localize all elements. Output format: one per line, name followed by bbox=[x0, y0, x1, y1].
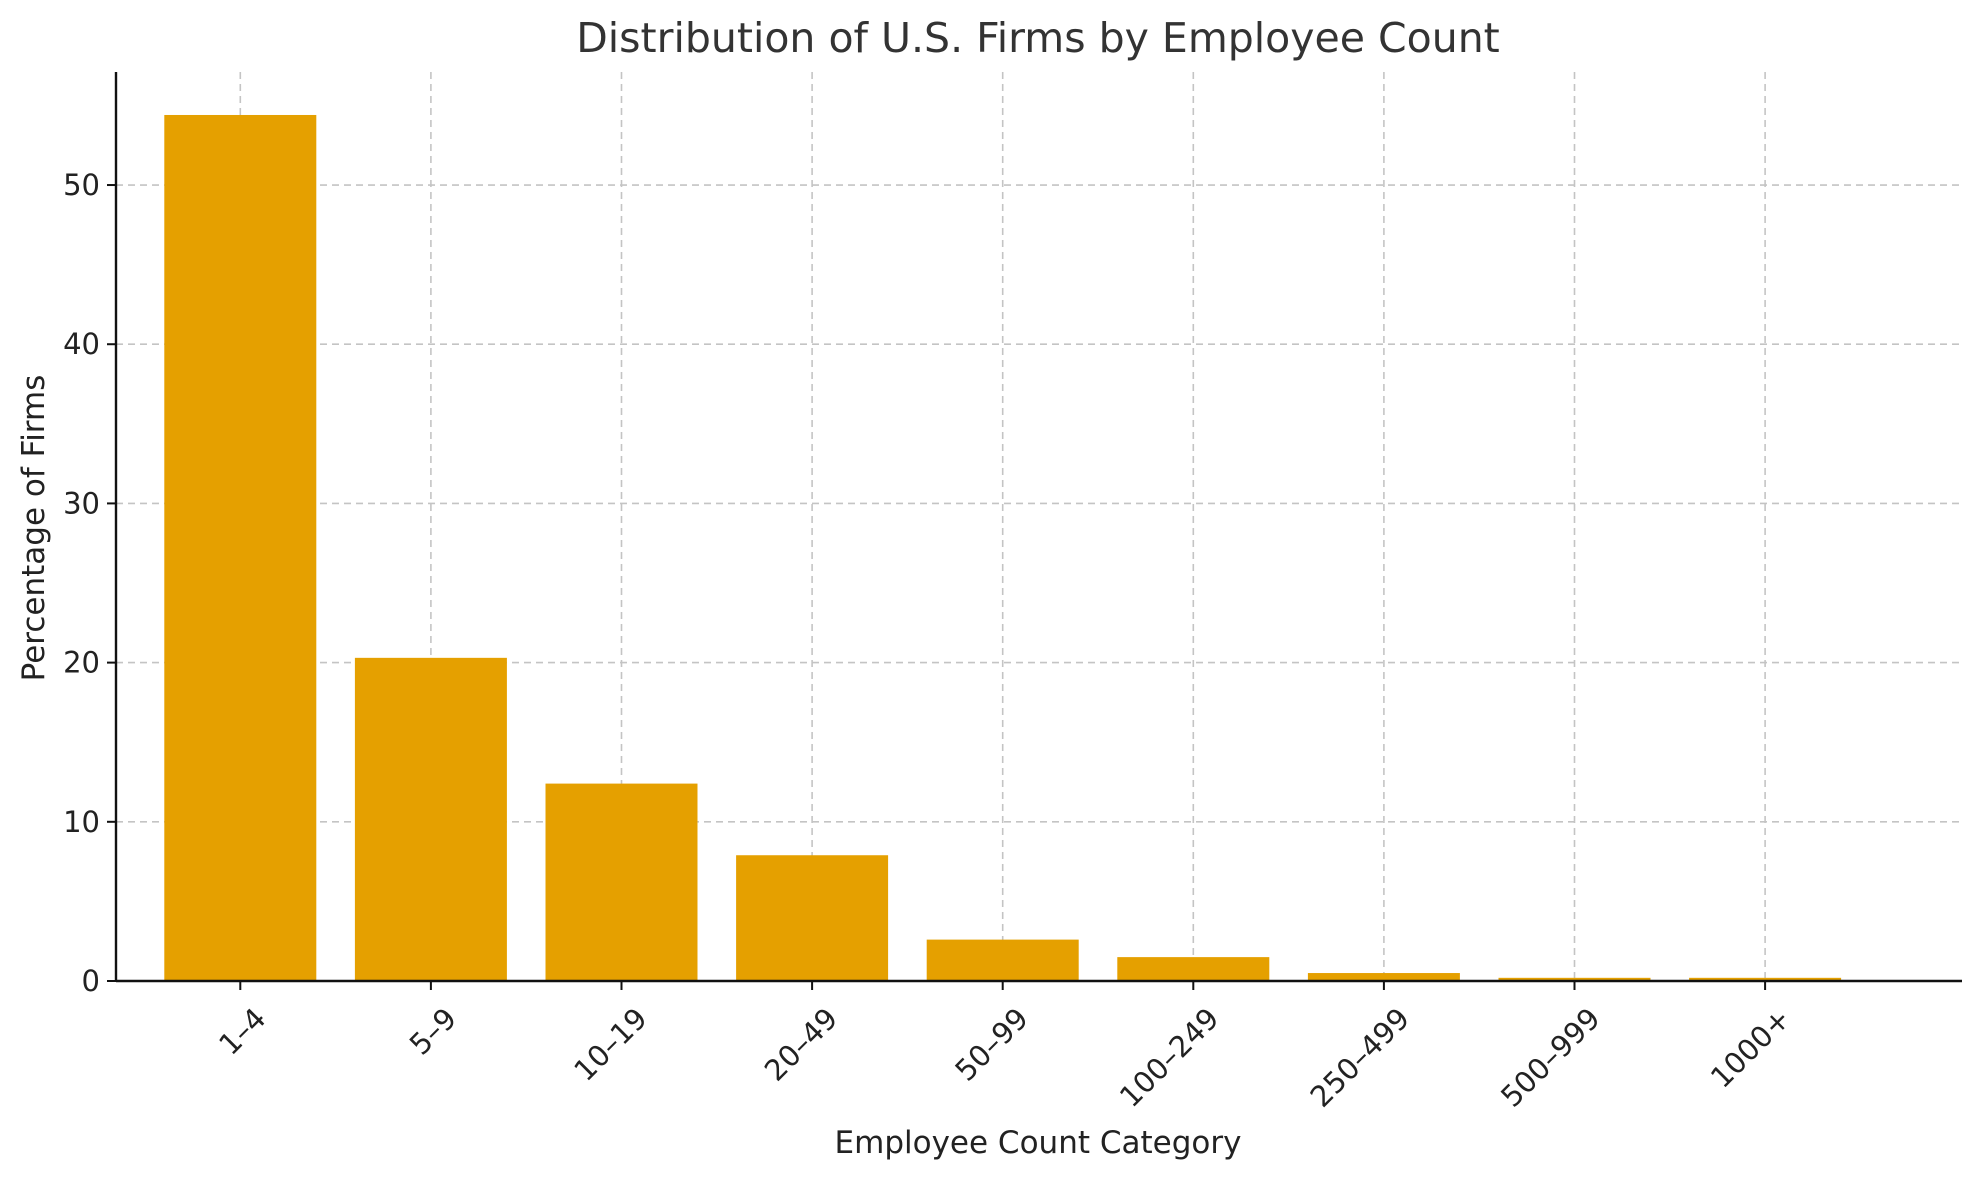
bar-5 bbox=[926, 939, 1079, 981]
bar-6 bbox=[1117, 957, 1270, 981]
x-tick-label: 50–99 bbox=[948, 1001, 1034, 1087]
x-tick-label: 1000+ bbox=[1704, 1001, 1797, 1094]
y-tick-label: 20 bbox=[63, 646, 100, 680]
bar-8 bbox=[1498, 977, 1651, 981]
axes-layer bbox=[114, 72, 1962, 983]
x-tick-label: 10–19 bbox=[567, 1001, 653, 1087]
bar-4 bbox=[736, 855, 889, 981]
bar-9 bbox=[1689, 977, 1842, 981]
chart-title: Distribution of U.S. Firms by Employee C… bbox=[576, 14, 1500, 62]
bar-3 bbox=[545, 783, 698, 981]
x-tick-label: 20–49 bbox=[758, 1001, 844, 1087]
x-tick-label: 1–4 bbox=[212, 1001, 272, 1061]
y-tick-label: 10 bbox=[63, 805, 100, 839]
bars-layer bbox=[164, 114, 1842, 982]
x-tick-label: 500–999 bbox=[1494, 1001, 1607, 1114]
bar-2 bbox=[354, 657, 507, 981]
y-axis-label: Percentage of Firms bbox=[16, 375, 52, 682]
x-tick-label: 5–9 bbox=[403, 1001, 463, 1061]
x-tick-label: 250–499 bbox=[1304, 1001, 1417, 1114]
y-tick-label: 30 bbox=[63, 486, 100, 520]
y-tick-label: 50 bbox=[63, 168, 100, 202]
x-axis-label: Employee Count Category bbox=[835, 1125, 1242, 1161]
y-tick-label: 40 bbox=[63, 327, 100, 361]
x-tick-label: 100–249 bbox=[1113, 1001, 1226, 1114]
y-tick-label: 0 bbox=[82, 964, 100, 998]
bar-1 bbox=[164, 114, 317, 982]
bar-7 bbox=[1307, 973, 1460, 981]
